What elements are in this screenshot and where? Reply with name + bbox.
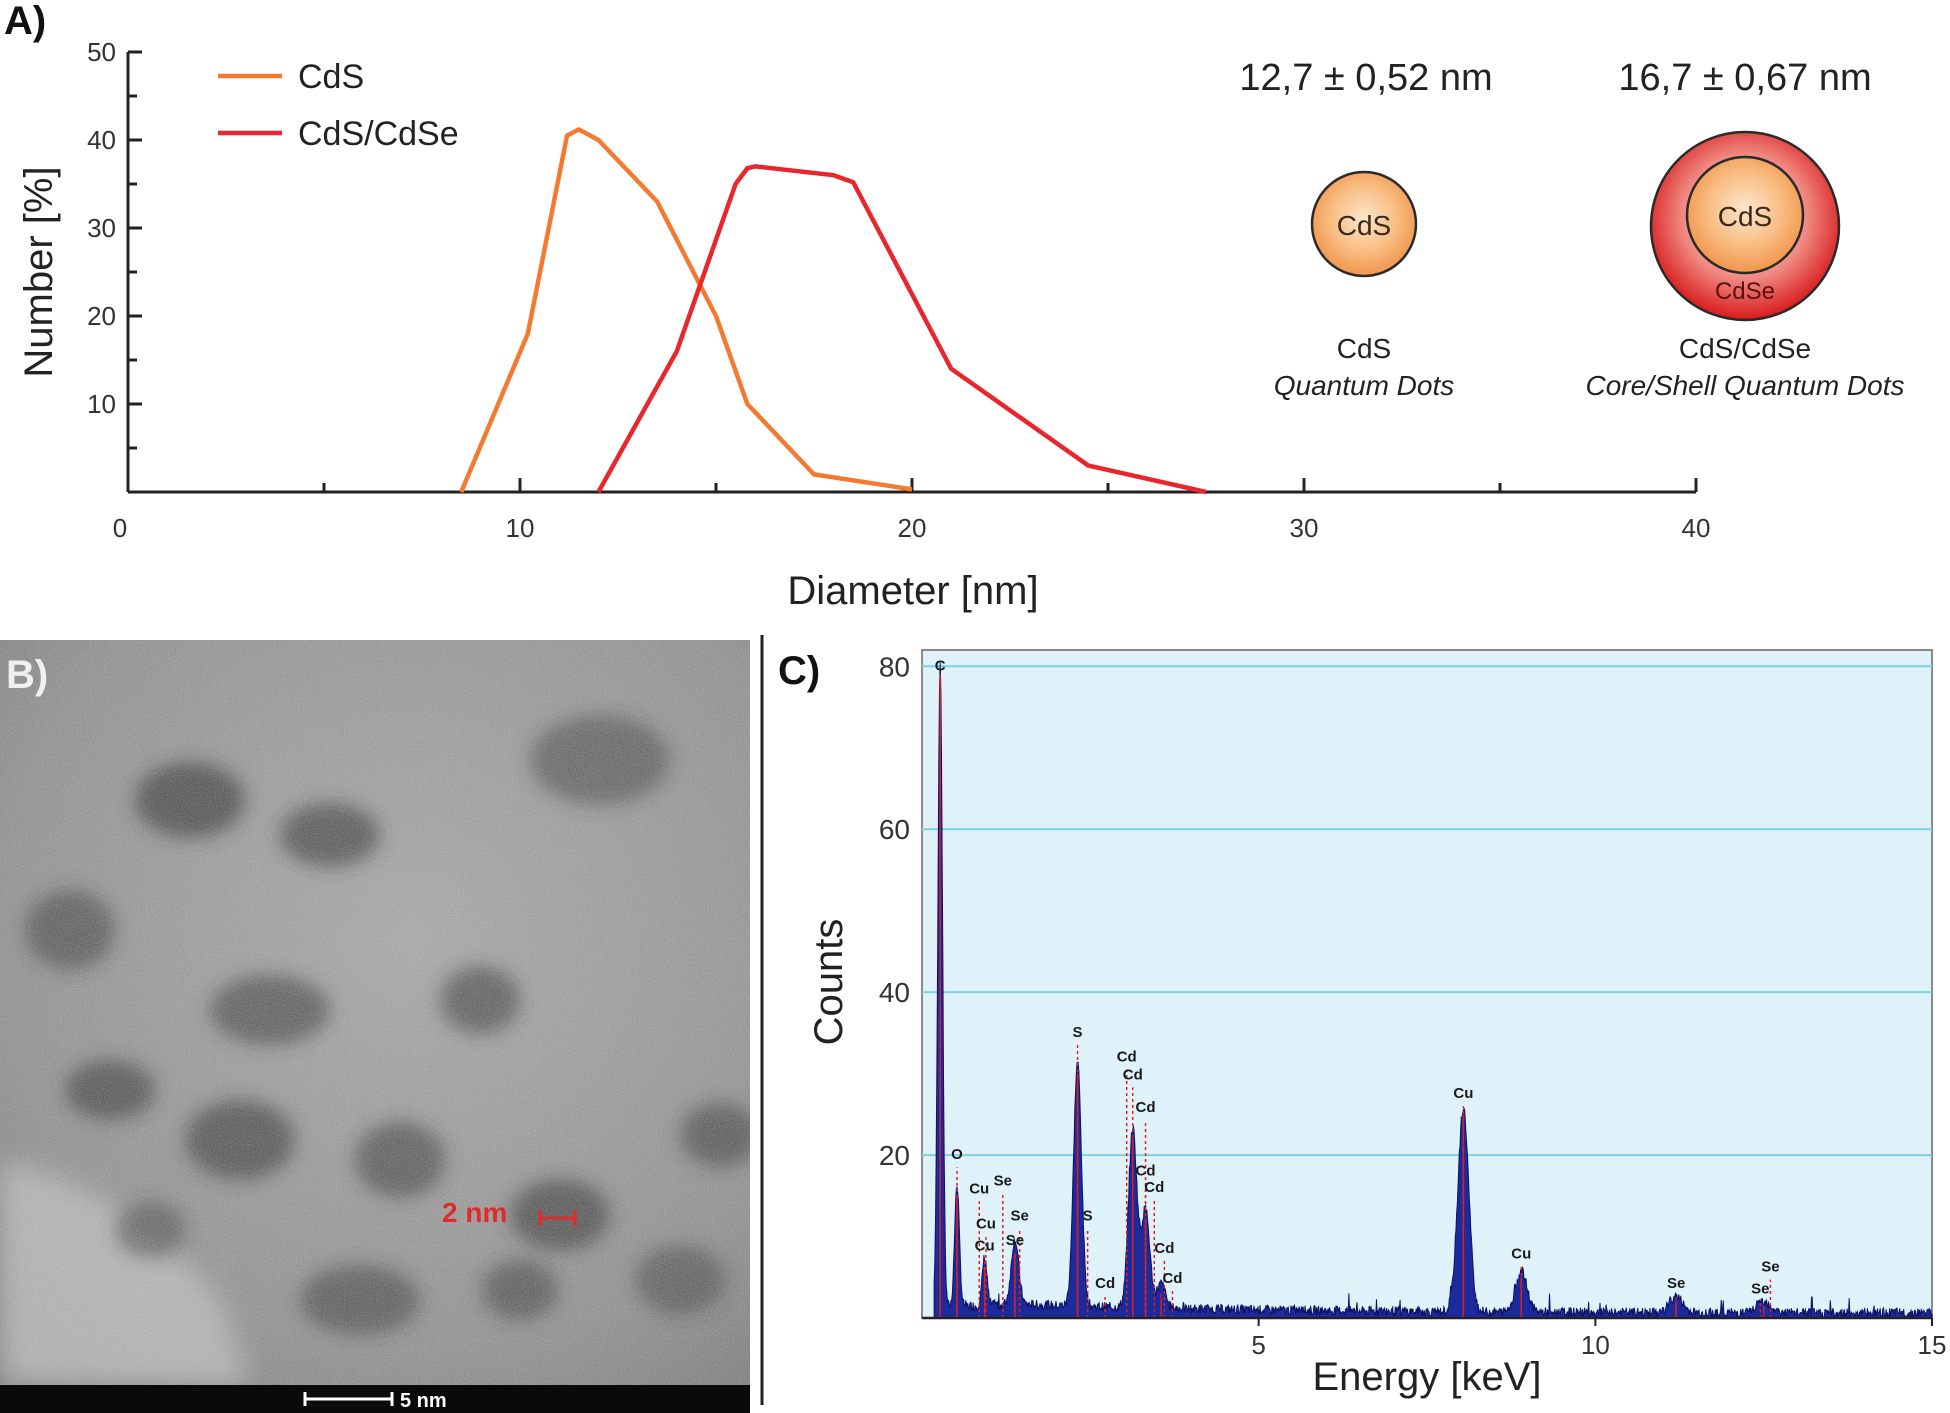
inner-core-label: CdS xyxy=(1718,201,1772,232)
cds-core-circle xyxy=(1310,170,1418,278)
a-y-axis-title: Number [%] xyxy=(17,166,61,377)
a-y-tick-label: 30 xyxy=(87,213,116,243)
eds-element-label: O xyxy=(951,1146,963,1163)
caption-cds-cdse-line2: Core/Shell Quantum Dots xyxy=(1585,370,1904,401)
eds-element-label: Se xyxy=(1761,1259,1779,1276)
eds-y-tick-label: 20 xyxy=(879,1140,910,1171)
tem-scalebar-label: 5 nm xyxy=(400,1390,447,1412)
eds-y-tick-label: 40 xyxy=(879,977,910,1008)
a-x-tick-label: 30 xyxy=(1290,513,1319,543)
eds-x-tick-label: 10 xyxy=(1581,1330,1610,1360)
eds-element-label: Se xyxy=(1667,1275,1685,1292)
panel-label-a: A) xyxy=(4,0,46,43)
cds-dot-schematic: CdS xyxy=(1310,170,1418,278)
panel-b-tem-image: 2 nm xyxy=(0,640,750,1385)
a-x-tick-label: 40 xyxy=(1682,513,1711,543)
panel-a-size-distribution: 0 10 20 30 40 10 20 30 40 50 Diameter [n… xyxy=(17,37,1905,613)
a-x-axis-title: Diameter [nm] xyxy=(787,569,1038,613)
cds-core-label: CdS xyxy=(1337,210,1391,241)
tem-feature-scale-label: 2 nm xyxy=(442,1197,507,1228)
eds-spectrum-area xyxy=(933,662,1933,1319)
eds-y-tick-label: 80 xyxy=(879,651,910,682)
a-tick-labels: 0 10 20 30 40 10 20 30 40 50 xyxy=(87,37,1710,543)
eds-tick-labels: 5 10 15 20 40 60 80 xyxy=(879,651,1947,1360)
eds-element-label: Cd xyxy=(1095,1275,1115,1292)
panel-label-c: C) xyxy=(778,649,820,693)
legend-label-cds: CdS xyxy=(298,58,364,96)
shell-label: CdSe xyxy=(1715,278,1775,305)
eds-x-axis-title: Energy [keV] xyxy=(1312,1355,1541,1399)
eds-y-axis-title: Counts xyxy=(807,919,851,1046)
eds-element-label: Se xyxy=(994,1172,1012,1189)
caption-cds-cdse-line1: CdS/CdSe xyxy=(1679,333,1811,364)
caption-cds-line2: Quantum Dots xyxy=(1274,370,1455,401)
eds-element-label: Cd xyxy=(1136,1163,1156,1180)
size-annotation-cds-cdse: 16,7 ± 0,67 nm xyxy=(1618,57,1871,99)
panel-label-b: B) xyxy=(6,653,48,697)
size-annotation-cds: 12,7 ± 0,52 nm xyxy=(1239,57,1492,99)
eds-element-label: Se xyxy=(1006,1232,1024,1249)
eds-element-label: Se xyxy=(1010,1207,1028,1224)
caption-cds-line1: CdS xyxy=(1337,333,1391,364)
legend-label-cds-cdse: CdS/CdSe xyxy=(298,115,459,153)
eds-element-label: S xyxy=(1073,1024,1083,1041)
eds-element-label: Cu xyxy=(975,1237,995,1254)
eds-element-label: Cd xyxy=(1136,1099,1156,1116)
eds-element-label: Se xyxy=(1751,1281,1769,1298)
series-line-cds-cdse xyxy=(596,164,1207,495)
eds-element-label: Cu xyxy=(1511,1246,1531,1263)
eds-element-label: Cu xyxy=(976,1215,996,1232)
eds-x-tick-label: 5 xyxy=(1251,1330,1265,1360)
eds-element-label: C xyxy=(935,657,946,674)
eds-gridlines xyxy=(922,665,1933,1326)
a-ticks xyxy=(128,50,1698,492)
eds-element-label: Cd xyxy=(1117,1048,1137,1065)
a-x-tick-label: 10 xyxy=(506,513,535,543)
eds-y-tick-label: 60 xyxy=(879,814,910,845)
a-x-tick-label: 0 xyxy=(113,513,127,543)
eds-element-label: Cu xyxy=(969,1180,989,1197)
a-y-tick-label: 20 xyxy=(87,301,116,331)
eds-element-label: S xyxy=(1083,1207,1093,1224)
eds-element-label: Cd xyxy=(1144,1179,1164,1196)
eds-element-label: Cd xyxy=(1123,1066,1143,1083)
eds-element-label: Cd xyxy=(1154,1240,1174,1257)
eds-element-label: Cu xyxy=(1453,1085,1473,1102)
a-y-tick-label: 50 xyxy=(87,37,116,67)
a-y-tick-label: 10 xyxy=(87,389,116,419)
eds-x-tick-label: 15 xyxy=(1918,1330,1947,1360)
a-y-tick-label: 40 xyxy=(87,125,116,155)
cds-core-inner-circle xyxy=(1685,155,1805,275)
a-x-tick-label: 20 xyxy=(898,513,927,543)
a-legend: CdS CdS/CdSe xyxy=(218,58,459,153)
eds-element-label: Cd xyxy=(1162,1270,1182,1287)
tem-noise xyxy=(0,640,750,1385)
series-line-cds xyxy=(459,127,913,493)
cds-cdse-dot-schematic: CdS CdSe xyxy=(1649,130,1841,322)
